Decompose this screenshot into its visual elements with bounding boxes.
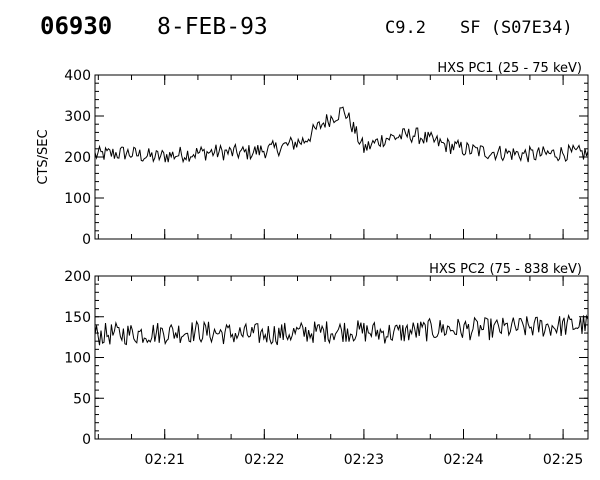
event-id: 06930 xyxy=(40,12,113,40)
panel2-y-tick-label: 50 xyxy=(73,391,91,407)
panel2-x-tick-label: 02:23 xyxy=(344,452,384,468)
panel1-y-tick-label: 0 xyxy=(82,232,91,248)
observation-date: 8-FEB-93 xyxy=(157,14,268,40)
panel2-x-tick-label: 02:24 xyxy=(443,452,483,468)
panel1-y-tick-label: 200 xyxy=(64,150,91,166)
panel1-series-line xyxy=(94,106,589,164)
panel2-y-tick-label: 150 xyxy=(64,310,91,326)
panel2-x-tick-label: 02:22 xyxy=(244,452,284,468)
panel1-y-tick-label: 400 xyxy=(64,68,91,84)
panel1-y-tick-label: 300 xyxy=(64,109,91,125)
panel2-series-line xyxy=(94,313,589,346)
panel2-plot-frame xyxy=(94,275,589,440)
panel2-y-tick-label: 200 xyxy=(64,269,91,285)
panel2-x-tick-label: 02:21 xyxy=(145,452,185,468)
panel2-x-tick-label: 02:25 xyxy=(543,452,583,468)
panel1-y-tick-label: 100 xyxy=(64,191,91,207)
flare-location: SF (S07E34) xyxy=(460,18,573,38)
panel2-y-tick-label: 100 xyxy=(64,351,91,367)
panel1-title: HXS PC1 (25 - 75 keV) xyxy=(437,61,582,76)
panel2-title: HXS PC2 (75 - 838 keV) xyxy=(429,262,582,277)
panel1-y-axis-label: CTS/SEC xyxy=(36,129,51,184)
panel2-y-tick-label: 0 xyxy=(82,432,91,448)
flare-class: C9.2 xyxy=(385,18,426,38)
